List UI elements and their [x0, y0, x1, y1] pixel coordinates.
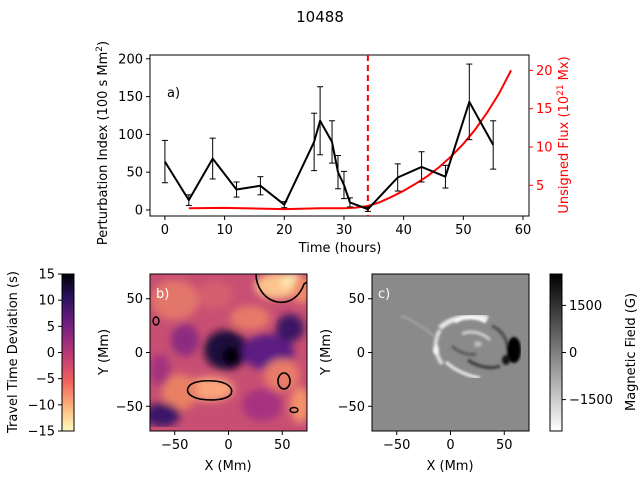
contour-center-right	[277, 372, 291, 390]
y-tick-label: 50	[348, 292, 365, 307]
panel-a: 0 10 20 30 40 50 60 0 50 100 150 200 5 10 15 20 a) Ti…	[95, 41, 572, 256]
left-ylabel-tail: )	[96, 41, 111, 46]
x-tick-label: 10	[216, 223, 233, 238]
magnetic-field-colorbar-label: Magnetic Field (G)	[624, 293, 639, 411]
contour-top-right	[255, 274, 307, 304]
right-y-tick-label: 10	[536, 141, 553, 156]
panel-a-label: a)	[167, 86, 180, 101]
panel-c-image	[372, 274, 529, 431]
panel-a-left-y-ticks: 0 50 100 150 200	[118, 52, 150, 218]
travel-time-colorbar: 15 10 5 0 −5 −10 −15 Travel Time Deviation (s)	[6, 268, 75, 440]
x-tick-label: 40	[395, 223, 412, 238]
right-y-tick-label: 5	[536, 179, 544, 194]
contour-bottom-left	[186, 379, 233, 401]
perturbation-index-line	[164, 100, 495, 211]
panel-b-label: b)	[156, 287, 169, 302]
panel-b-image	[150, 274, 307, 431]
panel-a-right-y-ticks: 5 10 15 20	[529, 64, 553, 194]
panel-c: −50 0 50 −50 0 50 c) X (Mm) Y (Mm)	[319, 273, 530, 474]
x-tick-label: −50	[383, 438, 410, 453]
panel-b-xlabel: X (Mm)	[204, 459, 251, 474]
right-ylabel-tail: Mx)	[557, 56, 572, 84]
right-y-tick-label: 15	[536, 102, 553, 117]
magnetic-field-colorbar-fill	[549, 273, 563, 432]
panel-c-ylabel: Y (Mm)	[319, 329, 334, 376]
travel-time-colorbar-fill	[61, 273, 75, 432]
panel-a-frame	[149, 54, 530, 217]
colorbar-tick-label: −10	[28, 398, 55, 413]
panel-b: −50 0 50 −50 0 50 b) X (Mm) Y (Mm)	[97, 273, 308, 474]
x-tick-label: 50	[496, 438, 513, 453]
colorbar-tick-label: 0	[47, 346, 55, 361]
panel-a-series	[161, 55, 512, 216]
panel-c-y-ticks: −50 0 50	[338, 292, 372, 415]
x-tick-label: 0	[446, 438, 454, 453]
colorbar-tick-label: 5	[47, 320, 55, 335]
right-y-tick-label: 20	[536, 64, 553, 79]
x-tick-label: 50	[274, 438, 291, 453]
error-bar	[161, 139, 168, 184]
panel-b-ylabel: Y (Mm)	[97, 329, 112, 376]
panel-c-x-ticks: −50 0 50	[383, 431, 513, 453]
colorbar-tick-label: 0	[569, 346, 577, 361]
x-tick-label: −50	[161, 438, 188, 453]
x-tick-label: 20	[276, 223, 293, 238]
figure-title: 10488	[296, 8, 344, 26]
left-ylabel-sup: 2	[95, 46, 105, 52]
left-y-tick-label: 150	[118, 90, 143, 105]
right-ylabel-sup: 21	[556, 84, 566, 95]
panel-c-xlabel: X (Mm)	[426, 459, 473, 474]
colorbar-tick-label: −15	[28, 425, 55, 440]
x-tick-label: 0	[161, 223, 169, 238]
x-tick-label: 60	[515, 223, 532, 238]
travel-time-colorbar-label: Travel Time Deviation (s)	[6, 271, 21, 434]
magnetic-field-colorbar-ticks: 1500 0 −1500	[562, 299, 613, 408]
x-tick-label: 30	[336, 223, 353, 238]
y-tick-label: 0	[135, 346, 143, 361]
left-y-tick-label: 100	[118, 128, 143, 143]
unsigned-flux-line	[188, 69, 512, 211]
panel-c-label: c)	[378, 287, 390, 302]
contour-bottom-right-small	[289, 406, 299, 414]
panel-a-right-ylabel: Unsigned Flux (1021 Mx)	[556, 56, 572, 213]
colorbar-tick-label: 1500	[569, 299, 602, 314]
contour-left-small	[152, 316, 160, 326]
left-ylabel-main: Perturbation Index (100 s Mm	[96, 52, 111, 245]
left-y-tick-label: 50	[126, 166, 143, 181]
panel-b-y-ticks: −50 0 50	[116, 292, 150, 415]
colorbar-tick-label: −1500	[569, 393, 613, 408]
x-tick-label: 50	[455, 223, 472, 238]
colorbar-tick-label: −5	[36, 372, 55, 387]
panel-b-x-ticks: −50 0 50	[161, 431, 291, 453]
right-ylabel-main: Unsigned Flux (10	[557, 96, 572, 214]
colorbar-tick-label: 15	[38, 268, 55, 283]
y-tick-label: 50	[126, 292, 143, 307]
error-bar	[490, 120, 497, 170]
colorbar-tick-label: 10	[38, 294, 55, 309]
left-y-tick-label: 0	[135, 203, 143, 218]
y-tick-label: −50	[338, 400, 365, 415]
y-tick-label: 0	[357, 346, 365, 361]
panel-a-xlabel: Time (hours)	[298, 241, 382, 256]
travel-time-colorbar-ticks: 15 10 5 0 −5 −10 −15	[28, 268, 62, 440]
x-tick-label: 0	[224, 438, 232, 453]
left-y-tick-label: 200	[118, 52, 143, 67]
panel-a-x-ticks: 0 10 20 30 40 50 60	[161, 216, 532, 238]
magnetic-field-colorbar: 1500 0 −1500 Magnetic Field (G)	[549, 273, 639, 432]
y-tick-label: −50	[116, 400, 143, 415]
panel-a-left-ylabel: Perturbation Index (100 s Mm2)	[95, 41, 111, 245]
